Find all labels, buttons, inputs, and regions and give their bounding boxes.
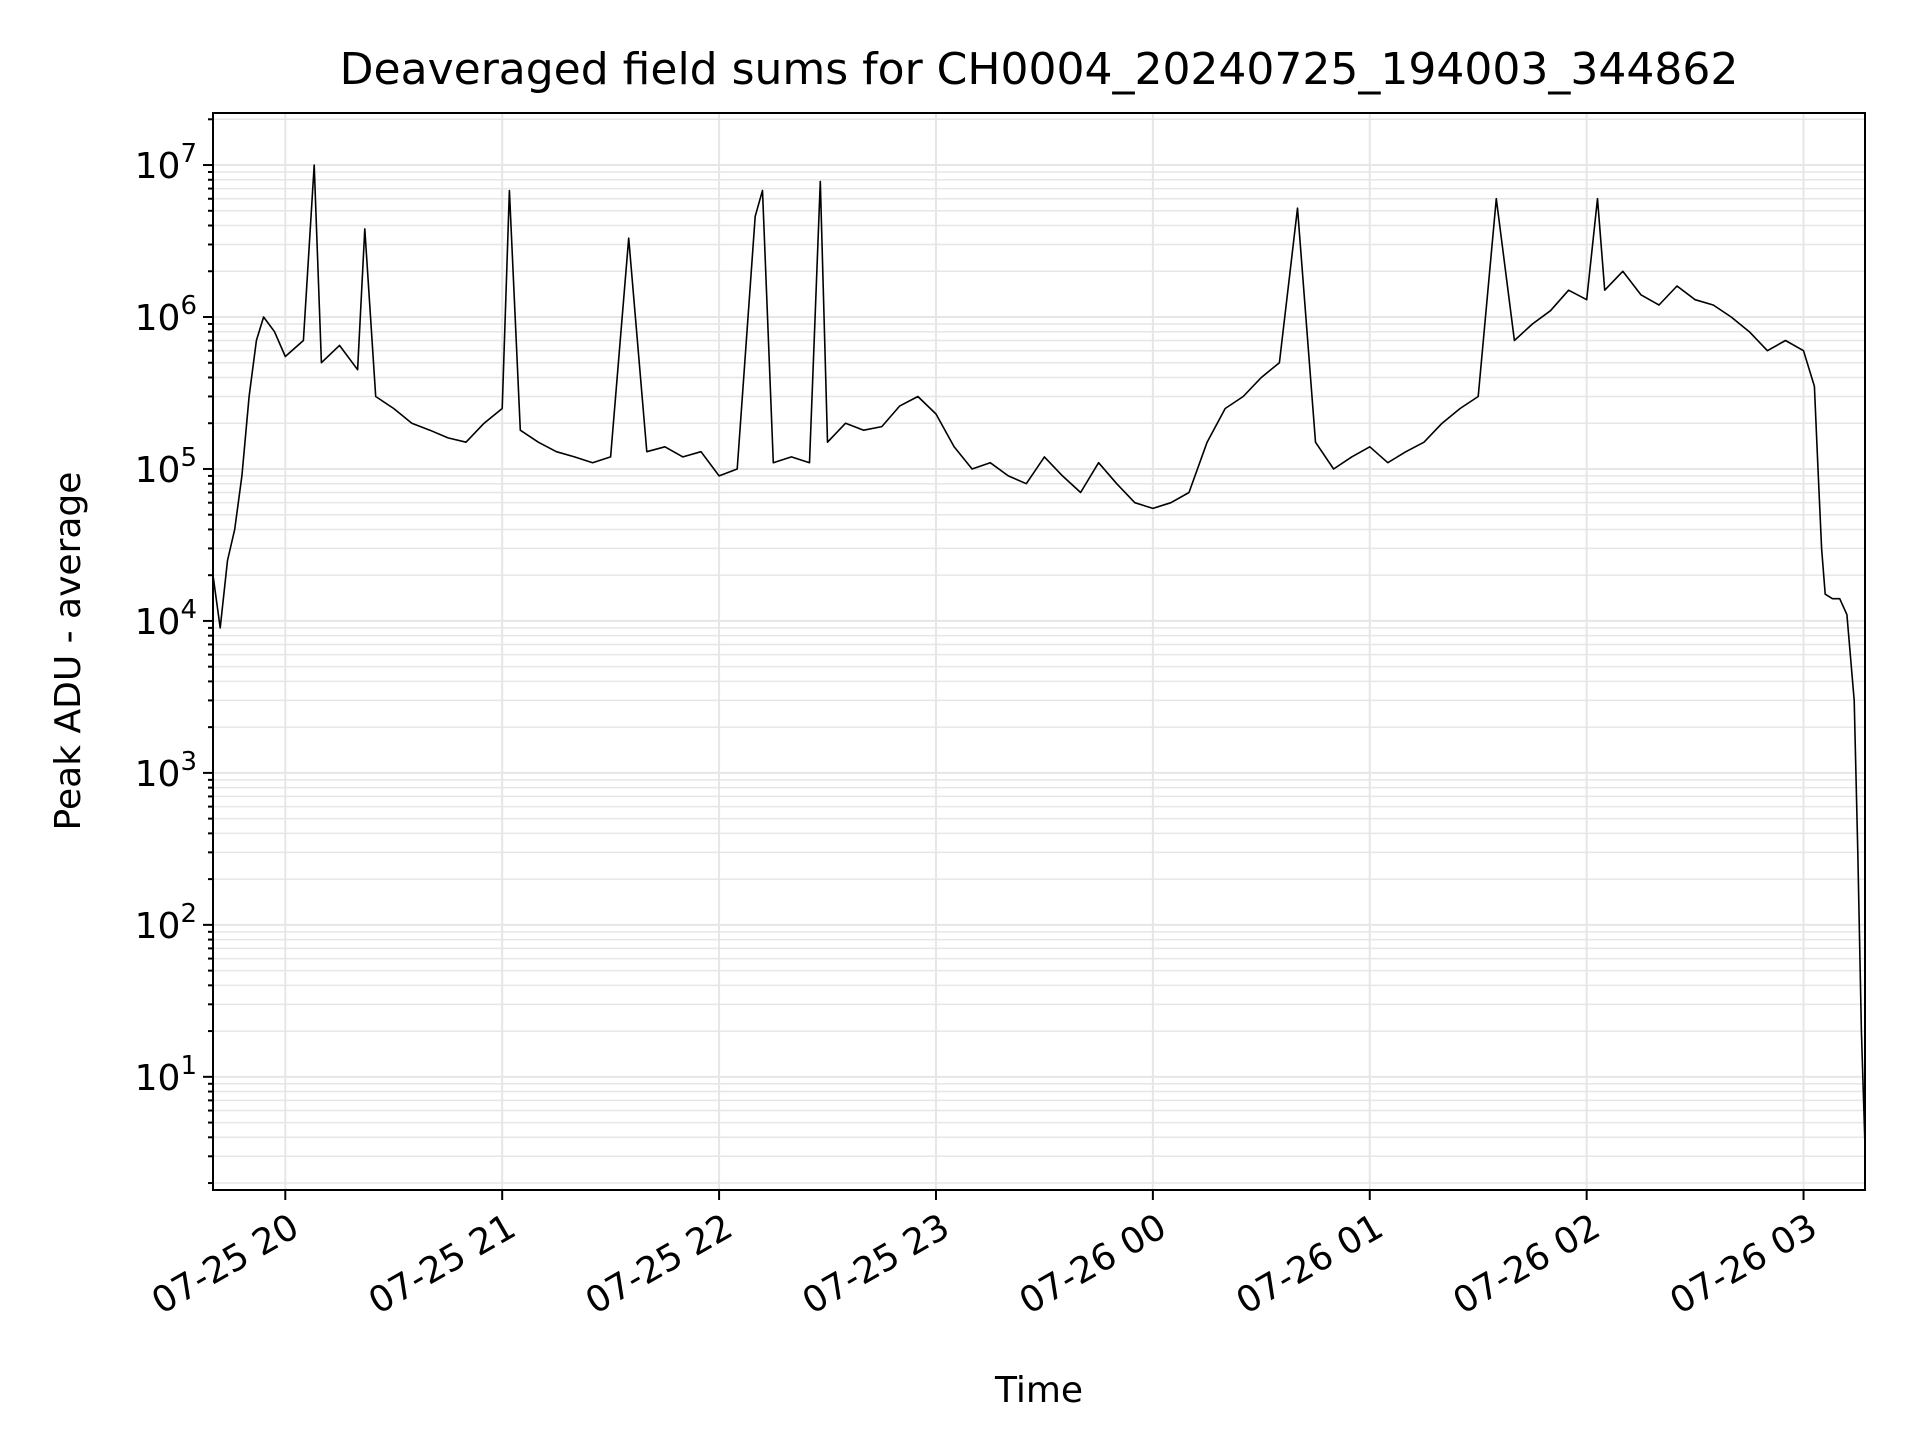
y-tick-label: 107 (135, 139, 197, 187)
series-line (212, 164, 1866, 1147)
chart-title: Deaveraged field sums for CH0004_2024072… (340, 44, 1739, 95)
y-tick-label: 103 (135, 747, 197, 795)
y-tick-label: 101 (135, 1051, 197, 1099)
y-tick-label: 104 (135, 595, 197, 643)
plot-frame (212, 112, 1866, 1191)
y-tick-label: 102 (135, 899, 197, 947)
y-tick-label: 105 (135, 443, 197, 491)
y-tick-label: 106 (135, 291, 197, 339)
y-axis-label: Peak ADU - average (48, 472, 89, 831)
x-axis-label: Time (994, 1370, 1083, 1411)
grid-layer (213, 113, 1865, 1190)
series-layer (212, 164, 1866, 1147)
